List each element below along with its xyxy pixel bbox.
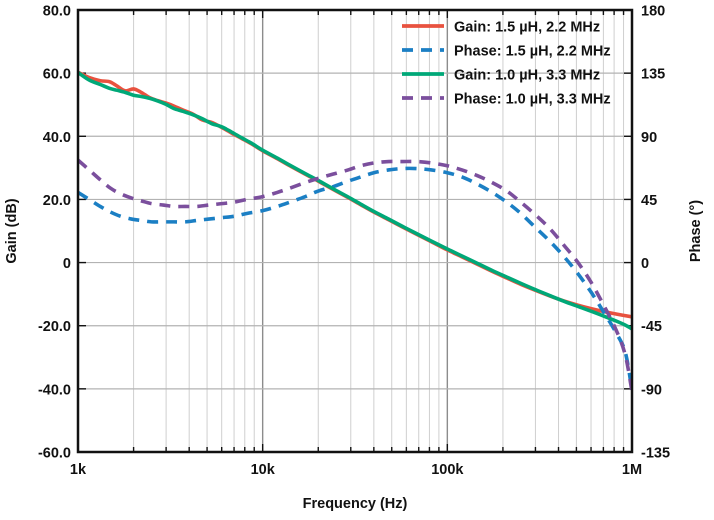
y2-tick-label-3: 45: [641, 193, 657, 209]
series-line-1: [78, 166, 632, 391]
y-tick-label-4: 0: [63, 256, 71, 272]
series-line-0: [78, 70, 632, 319]
legend-label-1: Phase: 1.5 µH, 2.2 MHz: [454, 44, 611, 60]
x-tick-label-3: 1M: [622, 462, 642, 478]
series-line-2: [78, 70, 632, 331]
y2-tick-label-5: -45: [641, 319, 662, 335]
y2-tick-label-7: -135: [641, 446, 670, 462]
y2-tick-label-1: 135: [641, 67, 665, 83]
y2-axis-tick-labels: 180 135 90 45 0 -45 -90 -135: [641, 4, 670, 462]
y-tick-label-1: 60.0: [43, 67, 71, 83]
y-tick-label-2: 40.0: [43, 130, 71, 146]
legend-label-3: Phase: 1.0 µH, 3.3 MHz: [454, 92, 611, 108]
legend-label-0: Gain: 1.5 µH, 2.2 MHz: [454, 20, 600, 36]
y2-axis-title: Phase (°): [688, 200, 704, 262]
y2-tick-label-4: 0: [641, 256, 649, 272]
y-tick-label-7: -60.0: [38, 446, 71, 462]
series-line-3: [78, 158, 632, 392]
x-tick-label-0: 1k: [70, 462, 87, 478]
y-tick-label-5: -20.0: [38, 319, 71, 335]
legend-label-2: Gain: 1.0 µH, 3.3 MHz: [454, 68, 600, 84]
x-axis-title: Frequency (Hz): [303, 496, 408, 512]
data-series-layer: [78, 70, 632, 392]
x-axis-tick-labels: 1k 10k 100k 1M: [70, 462, 642, 478]
grid-major-x-lines: [261, 10, 449, 452]
y-axis-title: Gain (dB): [4, 198, 20, 263]
y2-tick-label-6: -90: [641, 382, 662, 398]
y2-tick-label-2: 90: [641, 130, 657, 146]
x-tick-label-2: 100k: [431, 462, 464, 478]
y-tick-label-0: 80.0: [43, 4, 71, 20]
grid-major-y-lines: [78, 72, 632, 390]
y-axis-tick-labels: 80.0 60.0 40.0 20.0 0 -20.0 -40.0 -60.0: [38, 4, 71, 462]
x-tick-label-1: 10k: [251, 462, 276, 478]
plot-frame: [76, 8, 634, 454]
y2-tick-label-0: 180: [641, 4, 665, 20]
y-tick-label-3: 20.0: [43, 193, 71, 209]
chart-legend: Gain: 1.5 µH, 2.2 MHz Phase: 1.5 µH, 2.2 …: [402, 20, 611, 108]
y-tick-label-6: -40.0: [38, 382, 71, 398]
